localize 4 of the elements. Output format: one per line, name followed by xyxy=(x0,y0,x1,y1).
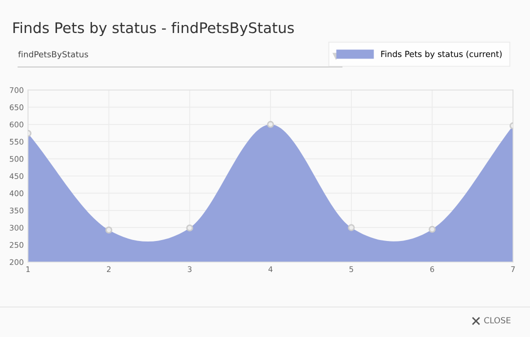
chart-title: Finds Pets by status - findPetsByStatus xyxy=(13,22,294,36)
text: findPetsByStatus xyxy=(18,50,88,60)
legend-label: Finds Pets by status (current) xyxy=(381,50,502,59)
text: CLOSE xyxy=(484,317,510,324)
